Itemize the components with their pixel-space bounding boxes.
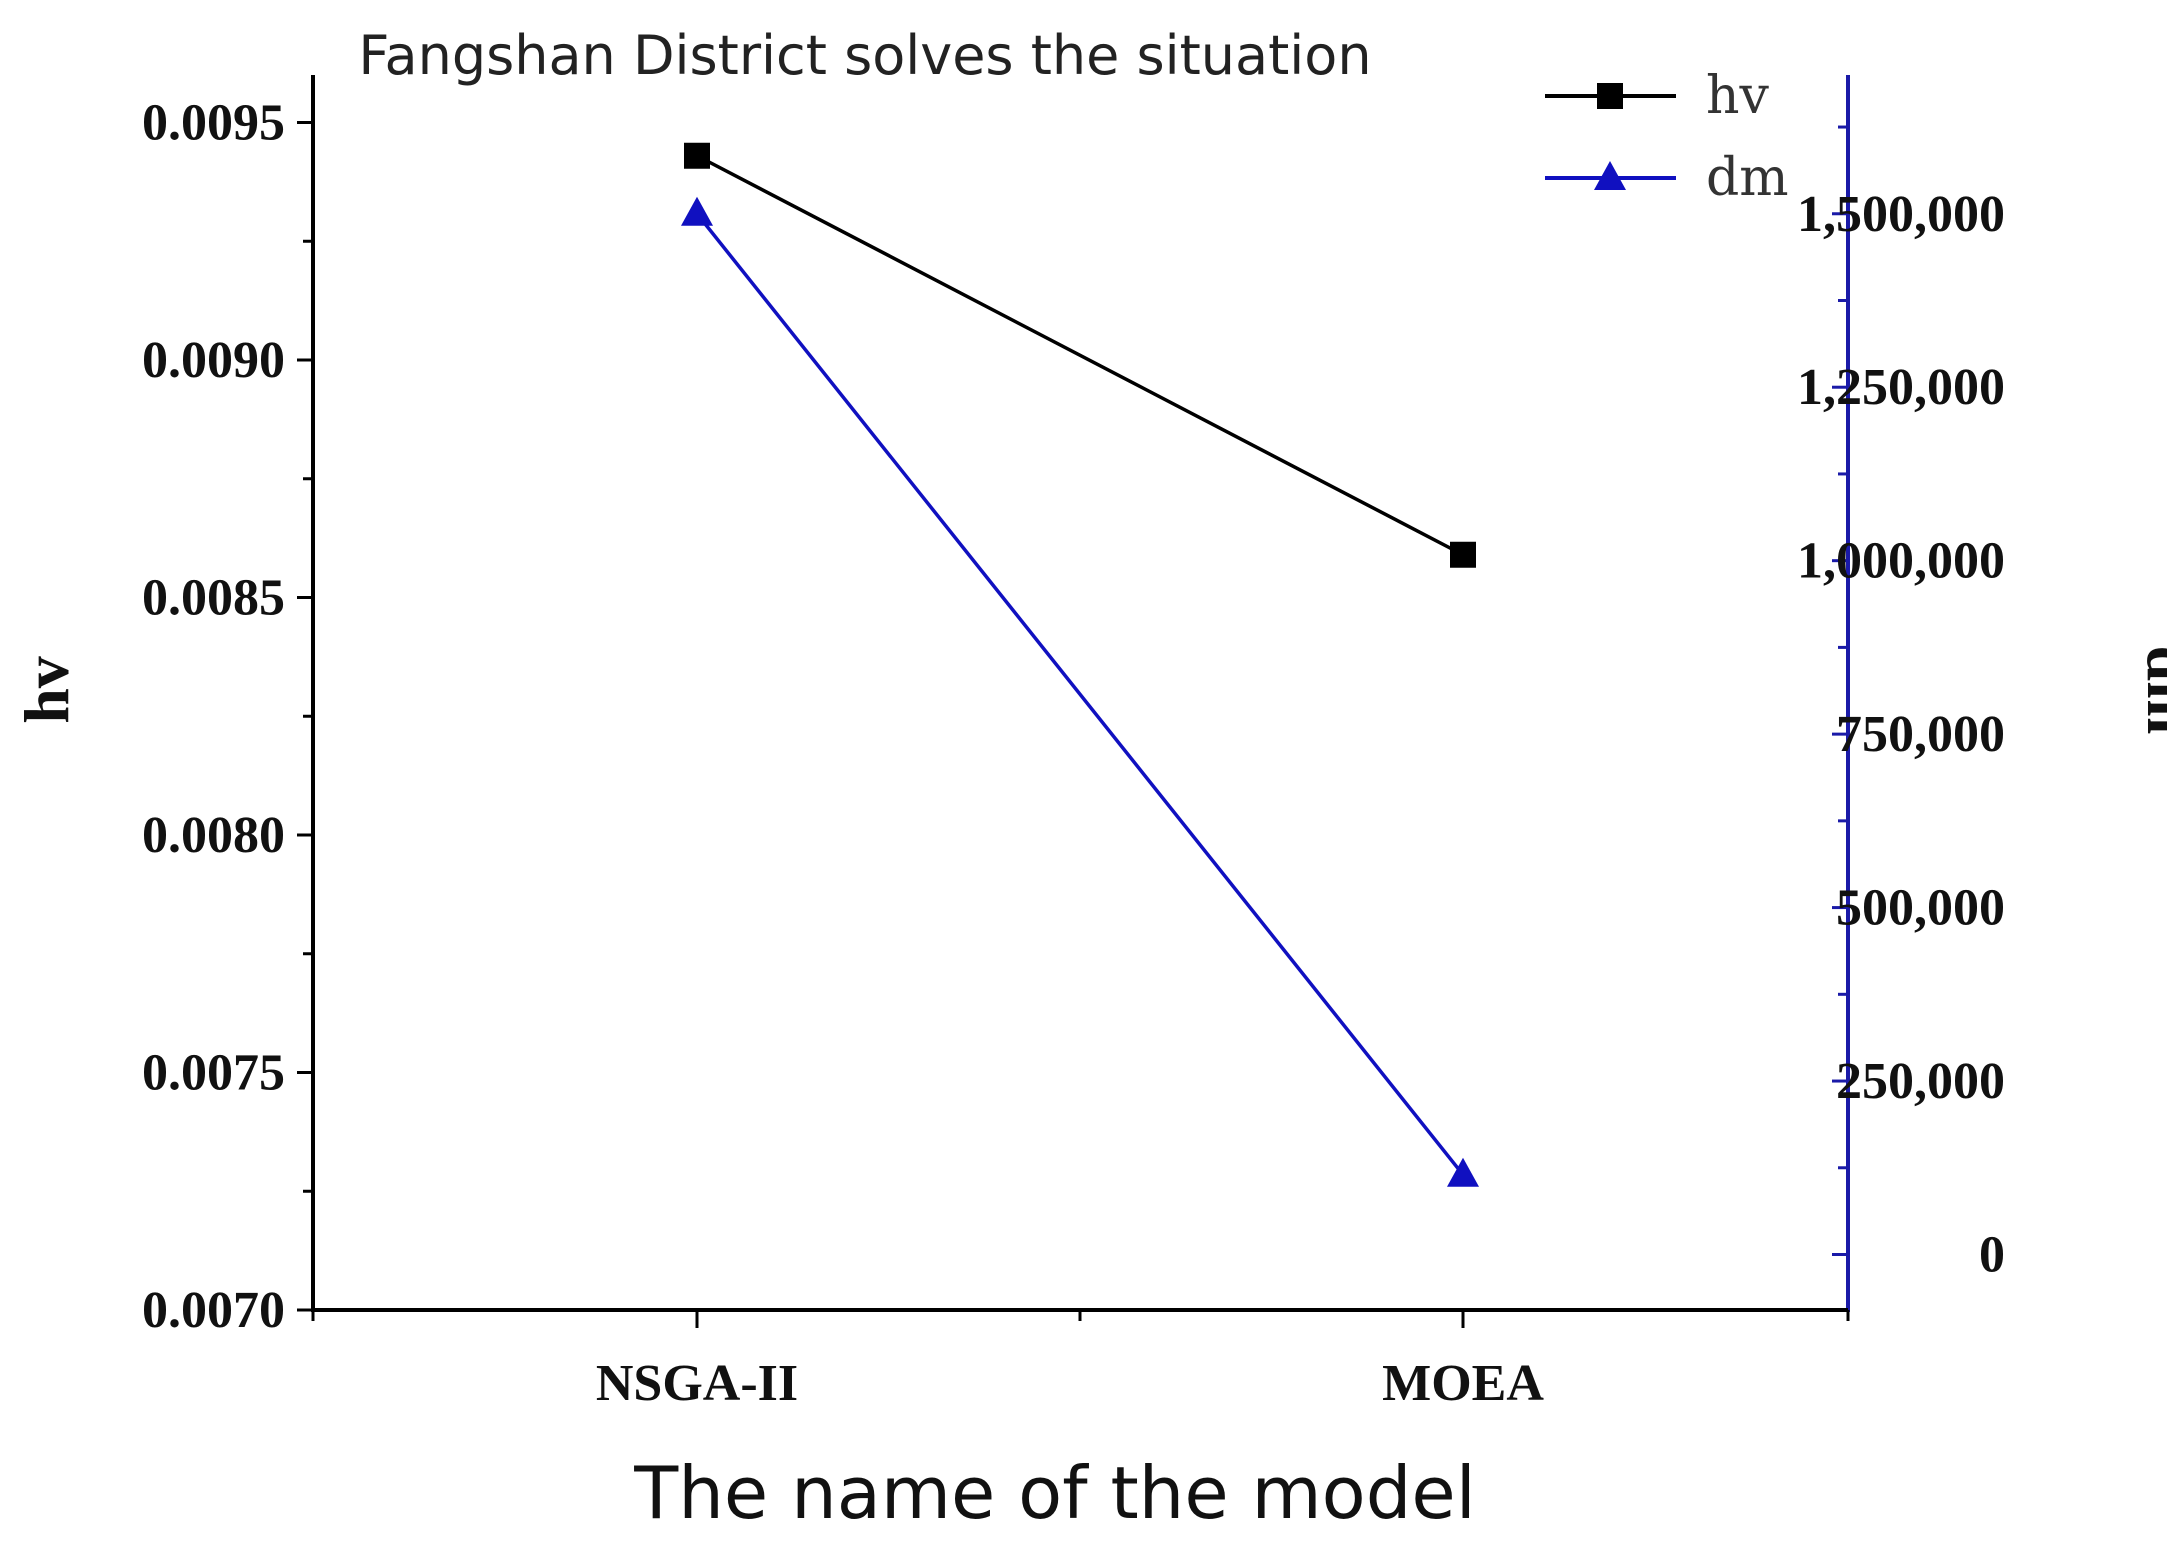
left-y-tick-label: 0.0070 bbox=[142, 1282, 285, 1339]
data-point-hv bbox=[1450, 541, 1476, 568]
left-y-ticks: 0.0070 0.0075 0.0080 0.0085 0.0090 0.0095 bbox=[142, 95, 313, 1339]
legend-label-dm: dm bbox=[1706, 148, 1789, 208]
series-line-dm bbox=[695, 212, 1465, 1176]
x-axis-title: The name of the model bbox=[633, 1451, 1475, 1535]
legend-marker-dm bbox=[1594, 161, 1626, 190]
left-y-tick-label: 0.0090 bbox=[142, 332, 285, 389]
left-y-tick-label: 0.0085 bbox=[142, 570, 285, 627]
series-line-hv bbox=[696, 154, 1464, 557]
left-y-tick-label: 0.0095 bbox=[142, 95, 285, 152]
data-point-dm bbox=[681, 196, 713, 226]
right-y-tick-label: 1,000,000 bbox=[1797, 533, 2005, 590]
legend-marker-hv bbox=[1597, 83, 1623, 109]
right-y-ticks: 0 250,000 500,000 750,000 1,000,000 1,250,000… bbox=[1797, 125, 2005, 1283]
left-y-tick-label: 0.0075 bbox=[142, 1045, 285, 1102]
right-y-tick-label: 500,000 bbox=[1836, 880, 2005, 937]
left-y-tick-label: 0.0080 bbox=[142, 807, 285, 864]
right-y-tick-label: 1,500,000 bbox=[1797, 186, 2005, 243]
legend: hv dm bbox=[1545, 66, 1789, 208]
right-y-tick-label: 250,000 bbox=[1836, 1053, 2005, 1110]
right-y-axis-title: dm bbox=[2134, 646, 2167, 735]
right-y-tick-label: 0 bbox=[1979, 1226, 2005, 1283]
left-y-axis-title: hv bbox=[11, 656, 82, 724]
data-point-dm bbox=[1447, 1157, 1479, 1187]
x-tick-label: NSGA-II bbox=[596, 1355, 798, 1412]
data-point-hv bbox=[684, 142, 710, 169]
x-ticks: NSGA-II MOEA bbox=[311, 1310, 1850, 1412]
right-y-tick-label: 1,250,000 bbox=[1797, 359, 2005, 416]
plot-series bbox=[681, 142, 1479, 1187]
legend-label-hv: hv bbox=[1706, 66, 1769, 126]
x-tick-label: MOEA bbox=[1382, 1355, 1544, 1412]
right-y-tick-label: 750,000 bbox=[1836, 706, 2005, 763]
chart-title: Fangshan District solves the situation bbox=[358, 24, 1371, 87]
